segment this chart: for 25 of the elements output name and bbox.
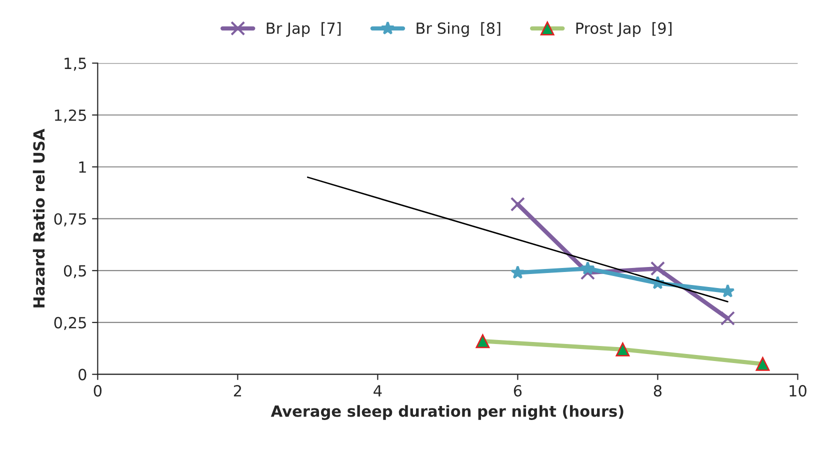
y-tick-label: 1,25 <box>54 109 86 123</box>
y-tick-label: 0,75 <box>54 213 86 226</box>
y-tick-label: 1,5 <box>64 58 86 71</box>
point <box>510 265 525 279</box>
legend-label: Br Sing [8] <box>416 22 500 37</box>
x-tick-label: 2 <box>234 385 242 396</box>
y-tick-label: 0,5 <box>64 265 86 278</box>
x-tick-label: 4 <box>374 385 382 396</box>
point <box>510 196 525 212</box>
y-tick-label: 0,25 <box>54 316 86 330</box>
x-tick-label: 8 <box>654 385 662 397</box>
point <box>580 261 595 275</box>
y-tick-label: 0 <box>78 368 86 380</box>
point <box>650 261 666 276</box>
legend-label: Br Jap [7] <box>266 22 341 37</box>
y-tick-label: 1 <box>79 162 86 173</box>
x-tick-label: 0 <box>94 385 102 397</box>
point <box>720 311 736 326</box>
x-tick-label: 10 <box>790 385 806 397</box>
point <box>580 265 596 280</box>
x-tick-label: 6 <box>514 385 522 397</box>
x-axis-title: Average sleep duration per night (hours) <box>270 405 624 420</box>
y-axis-title: Hazard Ratio rel USA <box>32 128 45 308</box>
legend-label: Prost Jap [9] <box>576 22 672 37</box>
point <box>720 284 735 298</box>
